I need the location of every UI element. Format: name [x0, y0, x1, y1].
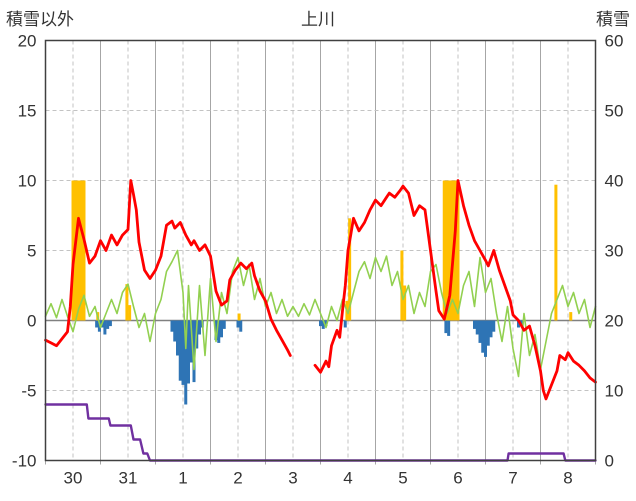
svg-text:30: 30 — [605, 242, 624, 261]
svg-text:60: 60 — [605, 32, 624, 51]
plot-frame — [44, 39, 597, 462]
svg-text:50: 50 — [605, 102, 624, 121]
svg-text:30: 30 — [64, 469, 83, 488]
x-axis-labels: 30 31 1 2 3 4 5 6 7 8 — [64, 469, 573, 488]
svg-text:-5: -5 — [21, 382, 36, 401]
chart-title: 上川 — [301, 10, 335, 29]
svg-text:20: 20 — [605, 312, 624, 331]
svg-text:0: 0 — [605, 452, 614, 471]
svg-text:1: 1 — [178, 469, 187, 488]
svg-text:2: 2 — [233, 469, 242, 488]
svg-text:-10: -10 — [12, 452, 37, 471]
svg-text:6: 6 — [453, 469, 462, 488]
svg-text:8: 8 — [563, 469, 572, 488]
y-axis-left-labels: 20 15 10 5 0 -5 -10 — [12, 32, 37, 471]
svg-text:10: 10 — [605, 382, 624, 401]
svg-text:7: 7 — [508, 469, 517, 488]
svg-text:15: 15 — [18, 102, 37, 121]
svg-text:5: 5 — [27, 242, 36, 261]
svg-text:40: 40 — [605, 172, 624, 191]
svg-text:4: 4 — [343, 469, 352, 488]
svg-text:5: 5 — [398, 469, 407, 488]
series-temperature-line — [44, 179, 597, 401]
y-axis-right-labels: 60 50 40 30 20 10 0 — [605, 32, 624, 471]
svg-text:10: 10 — [18, 172, 37, 191]
svg-text:3: 3 — [288, 469, 297, 488]
series-snow-depth-line — [44, 403, 597, 462]
left-axis-title: 積雪以外 — [6, 10, 74, 29]
series-wind-line — [44, 249, 597, 378]
right-axis-title: 積雪 — [596, 10, 630, 29]
series-precipitation-bars — [95, 320, 523, 405]
svg-text:31: 31 — [119, 469, 138, 488]
vertical-gridlines — [45, 40, 596, 465]
svg-text:20: 20 — [18, 32, 37, 51]
svg-text:0: 0 — [27, 312, 36, 331]
